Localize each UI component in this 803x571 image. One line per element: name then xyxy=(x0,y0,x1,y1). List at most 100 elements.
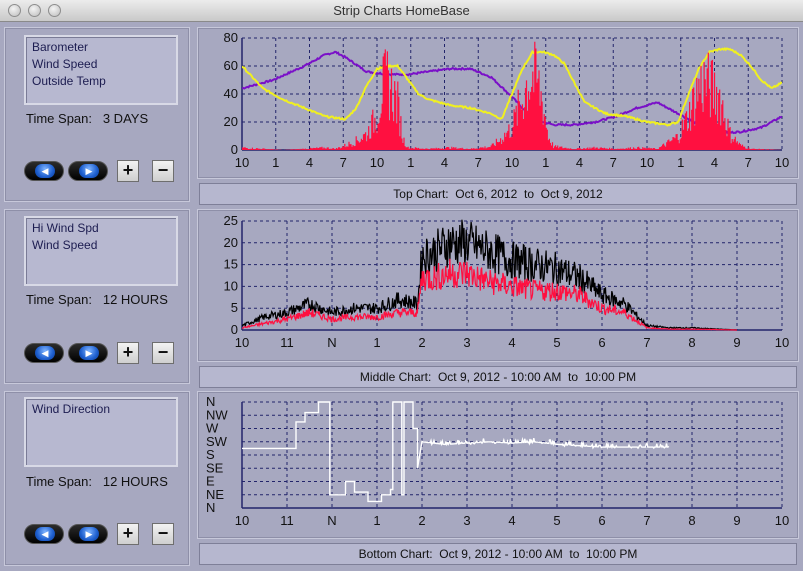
x-tick-label: 7 xyxy=(340,155,347,170)
middle-zoom-in-button[interactable]: + xyxy=(117,342,139,364)
middle-zoom-out-button[interactable]: − xyxy=(152,342,174,364)
x-tick-label: 11 xyxy=(280,513,294,528)
y-tick-label: 80 xyxy=(224,30,238,45)
minimize-window-button[interactable] xyxy=(28,4,41,17)
y-tick-label: N xyxy=(206,394,215,409)
x-tick-label: 6 xyxy=(598,335,605,350)
window-titlebar: Strip Charts HomeBase xyxy=(0,0,803,22)
legend-item-wind-speed: Wind Speed xyxy=(32,57,98,71)
legend-item-wind-speed: Wind Speed xyxy=(32,238,98,252)
y-tick-label: N xyxy=(206,500,215,515)
x-tick-label: 2 xyxy=(418,513,425,528)
x-tick-label: 4 xyxy=(711,155,718,170)
time-span-value: 3 DAYS xyxy=(102,111,149,126)
x-tick-label: N xyxy=(327,513,336,528)
x-tick-label: 10 xyxy=(235,513,249,528)
y-tick-label: 0 xyxy=(231,142,238,157)
middle-chart-legend: Hi Wind Spd Wind Speed xyxy=(24,216,178,286)
x-tick-label: 9 xyxy=(733,335,740,350)
time-span-label: Time Span: xyxy=(26,292,92,307)
x-tick-label: 11 xyxy=(280,335,294,350)
x-tick-label: 7 xyxy=(643,513,650,528)
middle-next-button[interactable]: ▶ xyxy=(68,343,108,363)
x-tick-label: 7 xyxy=(643,335,650,350)
x-tick-label: 2 xyxy=(418,335,425,350)
middle-prev-button[interactable]: ◀ xyxy=(24,343,64,363)
x-tick-label: 10 xyxy=(235,335,249,350)
middle-chart-frame: 10 11 N 1 2 3 4 5 6 7 8 9 10 0 5 10 15 20 25 xyxy=(197,209,799,362)
left-arrow-icon: ◀ xyxy=(35,164,55,178)
series-wind-direction xyxy=(242,401,670,503)
x-tick-label: 1 xyxy=(373,513,380,528)
right-arrow-icon: ▶ xyxy=(79,346,99,360)
y-tick-label: SE xyxy=(206,460,224,475)
top-prev-button[interactable]: ◀ xyxy=(24,161,64,181)
x-tick-label: 4 xyxy=(508,513,515,528)
time-span-value: 12 HOURS xyxy=(102,292,168,307)
top-next-button[interactable]: ▶ xyxy=(68,161,108,181)
legend-item-barometer: Barometer xyxy=(32,40,89,54)
top-zoom-out-button[interactable]: − xyxy=(152,160,174,182)
y-tick-label: 10 xyxy=(224,278,238,293)
x-tick-label: 1 xyxy=(677,155,684,170)
bottom-prev-button[interactable]: ◀ xyxy=(24,524,64,544)
y-tick-label: NE xyxy=(206,487,224,502)
window-title: Strip Charts HomeBase xyxy=(333,3,470,18)
x-tick-label: 7 xyxy=(475,155,482,170)
x-tick-label: N xyxy=(327,335,336,350)
x-tick-label: 5 xyxy=(553,335,560,350)
x-tick-label: 1 xyxy=(373,335,380,350)
left-arrow-icon: ◀ xyxy=(35,527,55,541)
x-tick-label: 4 xyxy=(441,155,448,170)
time-span-label: Time Span: xyxy=(26,111,92,126)
y-tick-label: NW xyxy=(206,407,228,422)
top-zoom-in-button[interactable]: + xyxy=(117,160,139,182)
y-tick-label: W xyxy=(206,421,219,436)
y-tick-label: SW xyxy=(206,434,228,449)
series-wind-speed xyxy=(242,258,737,331)
zoom-window-button[interactable] xyxy=(48,4,61,17)
bottom-chart-caption: Bottom Chart: Oct 9, 2012 - 10:00 AM to … xyxy=(199,543,797,565)
y-tick-label: 20 xyxy=(224,235,238,250)
y-tick-label: E xyxy=(206,474,215,489)
x-tick-label: 1 xyxy=(542,155,549,170)
x-tick-label: 1 xyxy=(407,155,414,170)
series-hi-wind-spd xyxy=(242,219,737,331)
right-arrow-icon: ▶ xyxy=(79,164,99,178)
bottom-next-button[interactable]: ▶ xyxy=(68,524,108,544)
top-time-span: Time Span: 3 DAYS xyxy=(26,111,148,126)
y-tick-label: 20 xyxy=(224,114,238,129)
y-tick-label: 60 xyxy=(224,58,238,73)
x-tick-label: 10 xyxy=(775,513,789,528)
bottom-zoom-out-button[interactable]: − xyxy=(152,523,174,545)
y-tick-label: 25 xyxy=(224,213,238,228)
legend-item-hi-wind-spd: Hi Wind Spd xyxy=(32,221,99,235)
x-tick-label: 10 xyxy=(775,155,789,170)
y-tick-label: 5 xyxy=(231,300,238,315)
y-tick-label: S xyxy=(206,447,215,462)
x-tick-label: 7 xyxy=(610,155,617,170)
close-window-button[interactable] xyxy=(8,4,21,17)
legend-item-outside-temp: Outside Temp xyxy=(32,74,106,88)
x-tick-label: 8 xyxy=(688,335,695,350)
left-arrow-icon: ◀ xyxy=(35,346,55,360)
x-tick-label: 6 xyxy=(598,513,605,528)
y-tick-label: 0 xyxy=(231,322,238,337)
bottom-chart-legend: Wind Direction xyxy=(24,397,178,467)
middle-time-span: Time Span: 12 HOURS xyxy=(26,292,168,307)
middle-chart-caption: Middle Chart: Oct 9, 2012 - 10:00 AM to … xyxy=(199,366,797,388)
top-chart-frame: 10 1 4 7 10 1 4 7 10 1 4 7 10 1 4 7 10 0 20 40 60 80 xyxy=(197,27,799,179)
x-tick-label: 5 xyxy=(553,513,560,528)
right-arrow-icon: ▶ xyxy=(79,527,99,541)
x-tick-label: 4 xyxy=(508,335,515,350)
x-tick-label: 10 xyxy=(640,155,654,170)
time-span-label: Time Span: xyxy=(26,474,92,489)
x-tick-label: 10 xyxy=(775,335,789,350)
bottom-zoom-in-button[interactable]: + xyxy=(117,523,139,545)
top-chart-caption: Top Chart: Oct 6, 2012 to Oct 9, 2012 xyxy=(199,183,797,205)
legend-item-wind-direction: Wind Direction xyxy=(32,402,111,416)
